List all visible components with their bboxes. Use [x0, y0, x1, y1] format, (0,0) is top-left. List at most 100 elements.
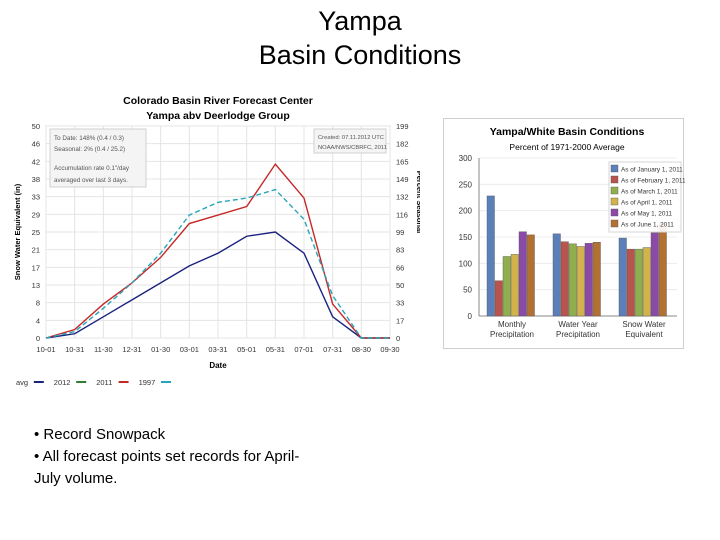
bar [518, 231, 527, 317]
y2-tick-label: 165 [396, 157, 409, 166]
x-category-label: Monthly [498, 320, 526, 329]
swe-line-chart: Colorado Basin River Forecast Center Yam… [10, 86, 420, 396]
info-text: Accumulation rate 0.1"/day [54, 165, 130, 172]
info-text: To Date: 148% (0.4 / 0.3) [54, 135, 124, 142]
bar-chart-title: Yampa/White Basin Conditions [490, 126, 645, 138]
slide-title-line2: Basin Conditions [258, 40, 462, 70]
bar [626, 248, 635, 317]
y-tick-label: 46 [32, 140, 40, 149]
legend-swatch [610, 175, 619, 184]
bar [502, 256, 511, 317]
info-text: Created: 07.11.2012 UTC [318, 135, 384, 141]
x-tick-label: 03-31 [208, 345, 227, 354]
x-tick-label: 05-01 [237, 345, 256, 354]
y-tick-label: 8 [36, 299, 40, 308]
legend-label: 2011 [96, 378, 112, 387]
x-tick-label: 01-30 [151, 345, 170, 354]
x-tick-label: 08-30 [352, 345, 371, 354]
bar-chart-subtitle: Percent of 1971-2000 Average [509, 142, 624, 152]
swe-chart-title: Colorado Basin River Forecast Center [123, 95, 313, 107]
legend-swatch [610, 208, 619, 217]
y-tick-label: 21 [32, 246, 40, 255]
slide-title-line1: Yampa [318, 6, 402, 36]
x-tick-label: 09-30 [380, 345, 399, 354]
bar [650, 232, 659, 317]
legend-label: As of March 1, 2011 [621, 189, 678, 196]
x-tick-label: 07-01 [294, 345, 313, 354]
bar [526, 234, 535, 317]
y-tick-label: 17 [32, 263, 40, 272]
y2-tick-label: 132 [396, 193, 409, 202]
info-text: NOAA/NWS/CBRFC, 2011 [318, 145, 387, 151]
y-tick-label: 25 [32, 228, 40, 237]
legend-label: 1997 [139, 378, 156, 387]
y2-tick-label: 199 [396, 122, 409, 131]
x-tick-label: 11-30 [94, 345, 113, 354]
bar [658, 223, 667, 317]
y2-tick-label: 182 [396, 140, 409, 149]
y-tick-label: 0 [36, 334, 40, 343]
bar [494, 280, 503, 317]
y2-tick-label: 99 [396, 228, 404, 237]
y-tick-label: 50 [463, 286, 472, 295]
y-tick-label: 0 [468, 312, 473, 321]
legend-label: 2012 [54, 378, 71, 387]
x-category-label: Precipitation [490, 330, 534, 339]
info-box-left [49, 128, 147, 188]
slide-title: Yampa Basin Conditions [0, 4, 720, 72]
y-tick-label: 4 [36, 316, 40, 325]
x-tick-label: 07-31 [323, 345, 342, 354]
y-tick-label: 200 [459, 207, 473, 216]
y2-tick-label: 149 [396, 175, 409, 184]
legend-box [608, 161, 682, 233]
legend-label: As of June 1, 2011 [621, 222, 674, 229]
legend-label: As of February 1, 2011 [621, 178, 685, 185]
x-tick-label: 12-31 [122, 345, 141, 354]
y2-tick-label: 50 [396, 281, 404, 290]
legend-swatch [610, 186, 619, 195]
y-tick-label: 13 [32, 281, 40, 290]
series-line-avg [45, 231, 390, 339]
legend-label: avg [16, 378, 28, 387]
legend-swatch [610, 197, 619, 206]
y2-tick-label: 66 [396, 263, 404, 272]
bullet-list: • Record Snowpack • All forecast points … [34, 424, 354, 490]
y-tick-label: 250 [459, 180, 473, 189]
y-tick-label: 150 [459, 233, 473, 242]
x-tick-label: 10-31 [65, 345, 84, 354]
x-tick-label: 05-31 [266, 345, 285, 354]
bar-plot-area: 050100150200250300MonthlyPrecipitationWa… [459, 154, 685, 339]
x-tick-label: 10-01 [36, 345, 55, 354]
x-category-label: Equivalent [625, 330, 663, 339]
swe-plot-area: 0 4 8 13 17 21 25 29 33 38 42 46 50 0 17 33 50 66 83 99 116 1… [13, 122, 420, 387]
x-tick-label: 03-01 [180, 345, 199, 354]
y-tick-label: 300 [459, 154, 473, 163]
swe-chart-subtitle: Yampa abv Deerlodge Group [146, 110, 290, 122]
legend-swatch [610, 164, 619, 173]
y-tick-label: 29 [32, 210, 40, 219]
bar [552, 233, 561, 317]
y2-tick-label: 0 [396, 334, 400, 343]
y2-tick-label: 33 [396, 299, 404, 308]
bullet-item: • All forecast points set records for Ap… [34, 448, 300, 465]
bar [592, 242, 601, 317]
y-tick-label: 50 [32, 122, 40, 131]
x-category-label: Precipitation [556, 330, 600, 339]
bullet-item: • Record Snowpack [34, 426, 166, 443]
bar [560, 241, 569, 317]
basin-bar-chart: Yampa/White Basin Conditions Percent of … [443, 118, 685, 349]
info-text: Seasonal: 2% (0.4 / 25.2) [54, 146, 125, 153]
bar [568, 243, 577, 317]
info-text: averaged over last 3 days. [54, 177, 128, 184]
y-tick-label: 42 [32, 157, 40, 166]
series-line-1997 [45, 188, 390, 339]
info-box-right [313, 128, 387, 154]
bar [584, 243, 593, 317]
bar [642, 247, 651, 317]
bar [576, 246, 585, 317]
y2-tick-label: 83 [396, 246, 404, 255]
bar [634, 248, 643, 317]
y-tick-label: 38 [32, 175, 40, 184]
y2-tick-label: 116 [396, 210, 408, 219]
y2-tick-label: 17 [396, 316, 404, 325]
